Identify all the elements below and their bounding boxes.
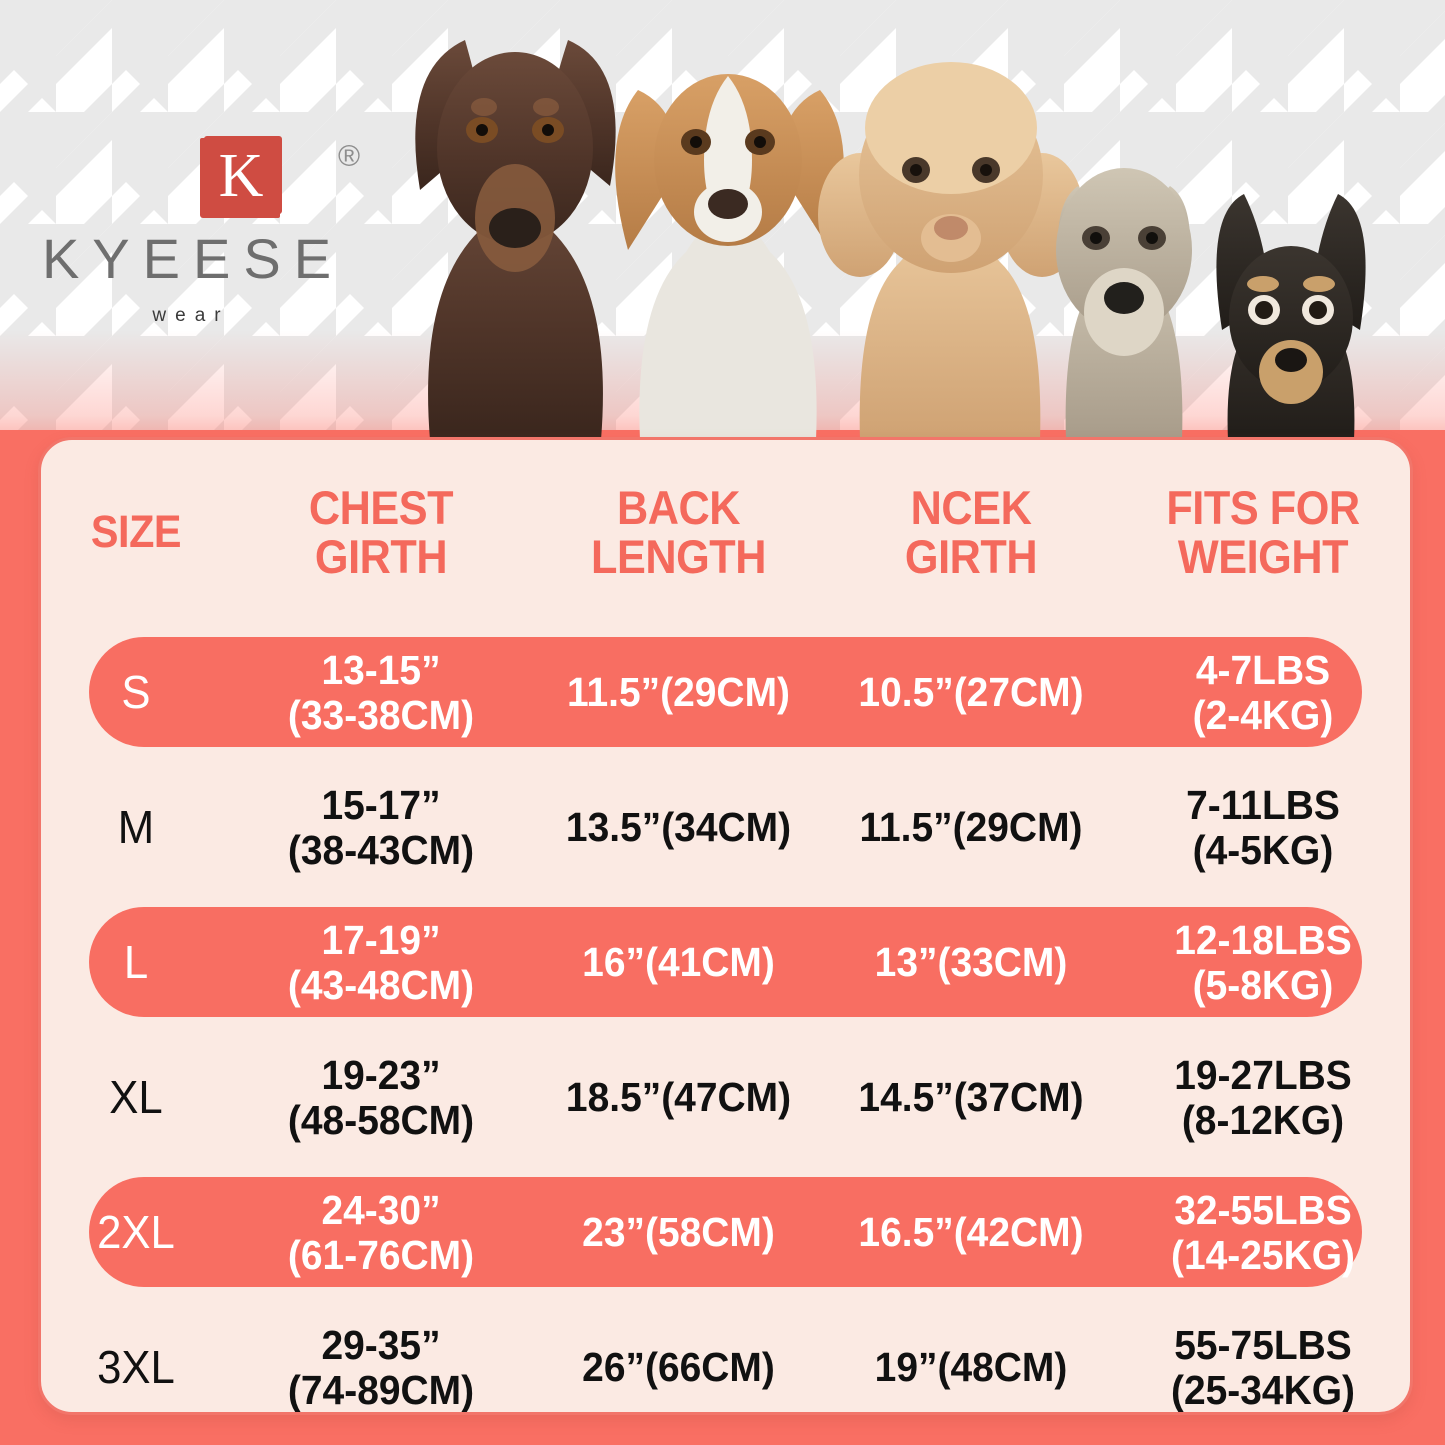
column-header-chest-girth-line1: CHEST [308, 480, 454, 534]
cell-back_length: 16”(41CM) [582, 939, 775, 986]
dog-schnauzer [1056, 168, 1192, 440]
table-row: S 13-15” (33-38CM) 11.5”(29CM) 10.5”(27CM) 4-… [41, 625, 1410, 760]
table-row: M 15-17” (38-43CM) 13.5”(34CM) 11.5”(29CM) 7-… [41, 760, 1410, 895]
logo-letter: K [218, 142, 264, 210]
cell-back_length: 11.5”(29CM) [567, 669, 790, 716]
cell-size: L [123, 935, 149, 988]
cell-fits_for_weight: 7-11LBS (4-5KG) [1186, 782, 1340, 873]
cell-back_length: 23”(58CM) [582, 1209, 775, 1256]
column-header-back-length-line2: LENGTH [590, 529, 767, 583]
dog-beagle [615, 74, 844, 440]
column-header-size: SIZE [90, 506, 182, 558]
registered-trademark-icon: ® [338, 140, 361, 173]
cell-chest_girth: 15-17” (38-43CM) [287, 782, 475, 873]
row-highlight-pill [89, 637, 1362, 747]
cell-size: M [117, 800, 155, 853]
brand-logo: K ® KYEESE wear [22, 130, 360, 345]
cell-fits_for_weight: 19-27LBS (8-12KG) [1174, 1052, 1352, 1143]
dog-chihuahua [1216, 194, 1366, 440]
column-header-back-length: BACK LENGTH [543, 480, 814, 583]
cell-size: 3XL [97, 1340, 175, 1393]
row-highlight-pill [89, 1177, 1362, 1287]
dog-photo-strip [360, 0, 1445, 450]
table-header-row: SIZE CHEST GIRTH BACK LENGTH NCEK GIRTH FIT… [41, 440, 1410, 625]
cell-chest_girth: 17-19” (43-48CM) [287, 917, 475, 1008]
column-header-back-length-line1: BACK [616, 480, 741, 534]
cell-back_length: 18.5”(47CM) [565, 1074, 792, 1121]
cell-fits_for_weight: 32-55LBS (14-25KG) [1170, 1187, 1355, 1278]
cell-chest_girth: 13-15” (33-38CM) [287, 647, 475, 738]
column-header-chest-girth: CHEST GIRTH [243, 480, 519, 583]
table-row: L 17-19” (43-48CM) 16”(41CM) 13”(33CM) 12-18L… [41, 895, 1410, 1030]
cell-size: S [121, 665, 151, 718]
cell-fits_for_weight: 12-18LBS (5-8KG) [1174, 917, 1352, 1008]
brand-tagline: wear [152, 305, 230, 326]
column-header-fits-weight-line2: WEIGHT [1177, 529, 1349, 583]
cell-neck_girth: 14.5”(37CM) [858, 1074, 1084, 1121]
cell-back_length: 26”(66CM) [582, 1344, 775, 1391]
dog-poodle [818, 62, 1084, 440]
column-header-chest-girth-line2: GIRTH [314, 529, 448, 583]
logo-square-icon: K [202, 138, 280, 216]
cell-neck_girth: 16.5”(42CM) [858, 1209, 1084, 1256]
cell-neck_girth: 11.5”(29CM) [859, 804, 1083, 851]
column-header-neck-girth-line1: NCEK [910, 480, 1032, 534]
row-highlight-pill [89, 907, 1362, 1017]
size-chart-panel: SIZE CHEST GIRTH BACK LENGTH NCEK GIRTH FIT… [38, 437, 1413, 1415]
column-header-fits-weight-line1: FITS FOR [1166, 480, 1360, 534]
column-header-neck-girth-line2: GIRTH [904, 529, 1038, 583]
column-header-neck-girth: NCEK GIRTH [838, 480, 1105, 583]
cell-neck_girth: 13”(33CM) [874, 939, 1068, 986]
brand-name: KYEESE [41, 227, 345, 290]
size-chart-table: SIZE CHEST GIRTH BACK LENGTH NCEK GIRTH FIT… [41, 440, 1410, 1412]
cell-fits_for_weight: 4-7LBS (2-4KG) [1192, 647, 1334, 738]
cell-fits_for_weight: 55-75LBS (25-34KG) [1170, 1322, 1355, 1413]
cell-size: 2XL [97, 1205, 175, 1258]
cell-chest_girth: 29-35” (74-89CM) [287, 1322, 475, 1413]
dog-doberman [415, 40, 616, 440]
cell-size: XL [109, 1070, 163, 1123]
table-row: 3XL 29-35” (74-89CM) 26”(66CM) 19”(48CM) 55-7… [41, 1300, 1410, 1413]
cell-neck_girth: 10.5”(27CM) [858, 669, 1084, 716]
table-row: XL 19-23” (48-58CM) 18.5”(47CM) 14.5”(37CM) 1… [41, 1030, 1410, 1165]
table-row: 2XL 24-30” (61-76CM) 23”(58CM) 16.5”(42CM) 32… [41, 1165, 1410, 1300]
logo-mark: K ® [87, 130, 360, 222]
cell-neck_girth: 19”(48CM) [874, 1344, 1068, 1391]
cell-back_length: 13.5”(34CM) [565, 804, 792, 851]
cell-chest_girth: 24-30” (61-76CM) [287, 1187, 475, 1278]
cell-chest_girth: 19-23” (48-58CM) [287, 1052, 475, 1143]
column-header-fits-weight: FITS FOR WEIGHT [1128, 480, 1398, 583]
